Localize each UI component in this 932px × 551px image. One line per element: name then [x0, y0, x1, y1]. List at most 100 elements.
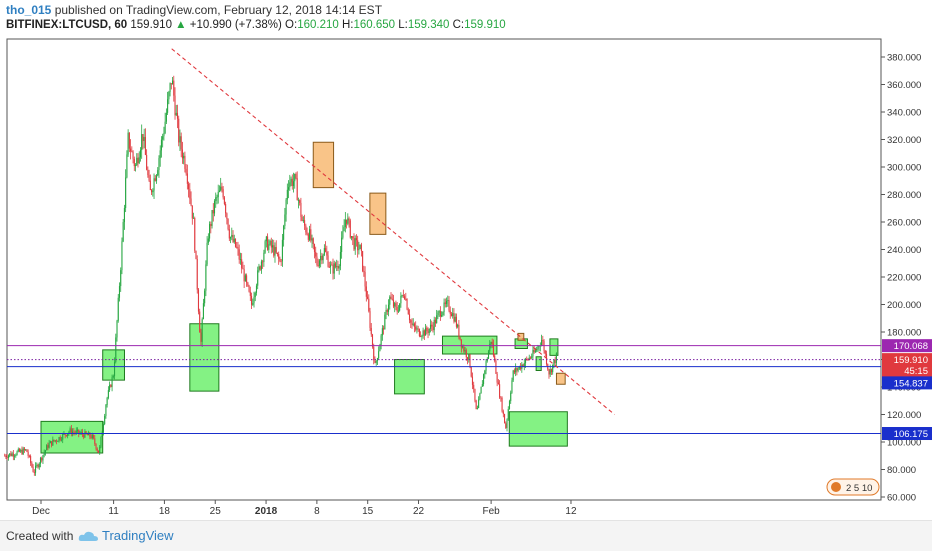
- resistance-box[interactable]: [369, 192, 387, 235]
- candle-body: [123, 208, 125, 223]
- candle-body: [4, 455, 6, 457]
- resistance-box[interactable]: [312, 141, 335, 189]
- candle-body: [317, 265, 319, 266]
- candle-body: [270, 240, 272, 248]
- candle-body: [35, 465, 37, 473]
- interval-badge[interactable]: [826, 478, 880, 496]
- candle-body: [64, 433, 66, 435]
- candle-body: [325, 248, 327, 252]
- support-box[interactable]: [102, 349, 125, 381]
- candle-body: [11, 453, 13, 456]
- candle-body: [538, 346, 540, 348]
- candle-body: [342, 231, 344, 238]
- candle-body: [537, 346, 539, 350]
- support-box[interactable]: [189, 323, 220, 392]
- candle-body: [157, 170, 159, 176]
- candle-body: [418, 329, 420, 337]
- candle-body: [544, 350, 546, 354]
- candle-body: [271, 245, 274, 248]
- candle-body: [200, 332, 202, 342]
- candle-body: [497, 382, 499, 385]
- candle-body: [154, 178, 156, 181]
- candle-body: [46, 445, 48, 451]
- resistance-box[interactable]: [517, 332, 525, 341]
- author-link[interactable]: tho_015: [6, 3, 52, 17]
- support-box[interactable]: [508, 411, 568, 447]
- candle-body: [74, 432, 76, 434]
- last-price: 159.910: [130, 19, 172, 31]
- publish-info: tho_015 published on TradingView.com, Fe…: [6, 3, 382, 17]
- support-box[interactable]: [535, 356, 542, 371]
- candle-body: [494, 355, 496, 361]
- candle-body: [244, 275, 246, 282]
- candle-body: [136, 157, 138, 166]
- candle-body: [508, 401, 511, 410]
- chart-header: tho_015 published on TradingView.com, Fe…: [0, 0, 932, 36]
- candle-body: [294, 173, 296, 182]
- candle-body: [250, 295, 253, 305]
- candle-body: [28, 455, 30, 457]
- candle-body: [152, 190, 154, 193]
- candle-body: [458, 324, 460, 338]
- candle-body: [107, 390, 109, 398]
- candle-body: [162, 136, 164, 140]
- candle-body: [442, 311, 444, 316]
- tradingview-brand[interactable]: TradingView: [102, 528, 174, 543]
- support-box[interactable]: [394, 359, 425, 395]
- candle-body: [496, 373, 498, 383]
- price-tag: [882, 353, 932, 367]
- candle-body: [449, 310, 451, 314]
- candle-body: [391, 298, 393, 300]
- candle-body: [248, 285, 250, 292]
- candle-body: [500, 397, 502, 399]
- candle-body: [392, 299, 395, 307]
- candle-body: [27, 451, 29, 456]
- candle-body: [390, 296, 392, 299]
- candle-body: [501, 397, 503, 412]
- y-tick-label: 380.000: [887, 53, 921, 64]
- y-tick-label: 280.000: [887, 190, 921, 201]
- candle-body: [91, 434, 93, 439]
- price-tag: [882, 339, 932, 353]
- candle-body: [341, 237, 343, 252]
- candle-body: [73, 431, 75, 433]
- candle-body: [143, 137, 145, 142]
- candle-body: [365, 286, 367, 297]
- candle-body: [529, 357, 532, 359]
- candle-body: [23, 448, 25, 451]
- trend-line[interactable]: [171, 48, 615, 415]
- resistance-box[interactable]: [555, 372, 566, 385]
- candle-body: [445, 300, 448, 304]
- price-chart[interactable]: 60.00080.000100.000120.000140.000160.000…: [0, 36, 932, 520]
- candle-body: [175, 112, 177, 116]
- candle-body: [320, 255, 322, 261]
- candle-body: [254, 292, 256, 298]
- candle-body: [147, 169, 149, 176]
- candle-body: [289, 182, 291, 188]
- candle-body: [10, 453, 12, 456]
- y-tick-label: 360.000: [887, 80, 921, 91]
- candle-body: [378, 351, 380, 359]
- candle-body: [475, 400, 477, 410]
- candle-body: [211, 209, 213, 226]
- candle-body: [555, 353, 557, 364]
- candle-body: [422, 330, 424, 336]
- candle-body: [125, 177, 127, 209]
- candle-body: [517, 368, 519, 371]
- candle-body: [58, 437, 60, 442]
- candle-body: [400, 295, 402, 304]
- candle-body: [542, 340, 544, 342]
- candle-body: [431, 324, 433, 327]
- candle-body: [331, 264, 333, 266]
- candle-body: [65, 434, 67, 437]
- candle-body: [371, 334, 374, 347]
- candle-body: [52, 439, 54, 446]
- candle-body: [444, 302, 446, 304]
- candle-body: [236, 246, 238, 248]
- symbol-name[interactable]: BITFINEX:LTCUSD, 60: [6, 19, 128, 31]
- candle-body: [410, 320, 412, 323]
- candle-body: [112, 376, 114, 378]
- support-box[interactable]: [549, 338, 559, 356]
- candle-body: [155, 175, 158, 181]
- candle-body: [460, 339, 462, 348]
